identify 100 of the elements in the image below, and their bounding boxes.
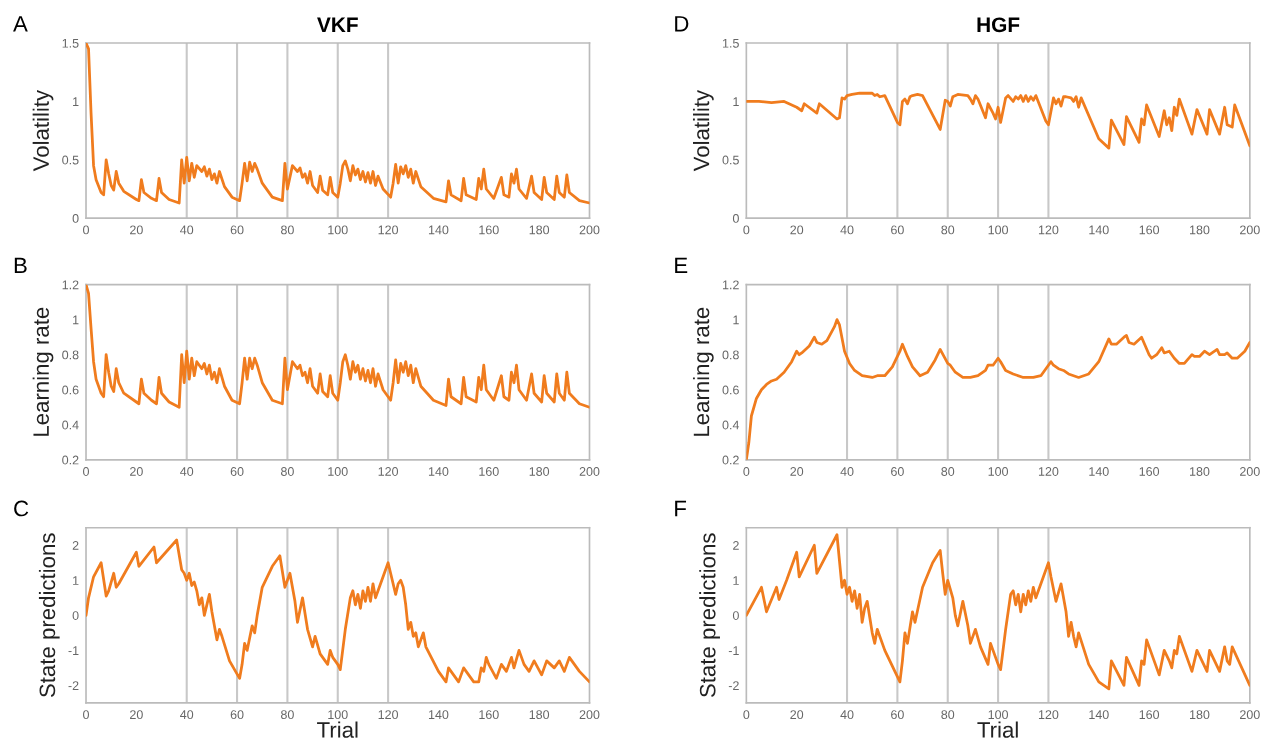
- y-axis-title: Learning rate: [32, 307, 54, 436]
- x-tick-label: 140: [428, 467, 449, 476]
- x-tick-label: 120: [1038, 225, 1059, 235]
- y-tick-label: 0: [732, 214, 739, 223]
- x-tick-label: 40: [180, 710, 194, 720]
- x-tick-label: 0: [83, 467, 90, 476]
- y-tick-label: 1: [73, 315, 79, 325]
- y-tick-label: 0.4: [722, 420, 740, 430]
- y-tick-label: 1: [733, 315, 739, 325]
- x-tick-label: 140: [1089, 225, 1109, 235]
- y-tick-label: 1.5: [62, 38, 79, 48]
- x-tick-label: 60: [230, 467, 244, 476]
- y-tick-label: -1: [68, 646, 79, 655]
- text: E: [675, 257, 688, 274]
- y-axis-title: Volatility: [32, 89, 54, 172]
- line-series: [86, 538, 590, 684]
- x-tick-label: 0: [743, 467, 750, 476]
- y-axis-title: State predictions: [38, 533, 60, 698]
- y-tick-label: 1.5: [722, 38, 739, 48]
- y-tick-label: -1: [728, 646, 739, 655]
- x-tick-label: 200: [1240, 467, 1260, 476]
- chart-title: HGF: [977, 17, 1020, 33]
- x-tick-label: 20: [790, 467, 804, 476]
- y-tick-label: 0.6: [722, 385, 739, 395]
- y-tick-label: 0.5: [62, 155, 79, 165]
- line-series: [746, 91, 1250, 150]
- x-tick-label: 160: [1139, 225, 1160, 235]
- y-axis-title: Volatility: [692, 89, 714, 172]
- x-tick-label: 100: [328, 225, 348, 235]
- x-tick-label: 200: [1240, 710, 1260, 720]
- x-tick-label: 160: [479, 225, 499, 235]
- y-axis-title: State predictions: [699, 533, 720, 698]
- x-tick-label: 180: [529, 710, 550, 720]
- y-tick-label: 0: [72, 611, 79, 620]
- x-tick-label: 60: [891, 710, 904, 720]
- x-tick-label: 200: [579, 710, 600, 720]
- text: B: [14, 257, 27, 274]
- x-tick-label: 100: [988, 467, 1009, 476]
- y-tick-label: 0.6: [62, 385, 79, 395]
- x-tick-label: 200: [1240, 225, 1260, 235]
- y-axis-title: Learning rate: [692, 307, 714, 436]
- x-tick-label: 40: [840, 467, 854, 476]
- x-tick-label: 120: [378, 225, 399, 235]
- x-tick-label: 100: [328, 710, 348, 720]
- x-tick-label: 40: [180, 467, 194, 476]
- y-tick-label: 1: [73, 576, 79, 585]
- x-tick-label: 140: [428, 710, 449, 720]
- x-tick-label: 0: [83, 225, 90, 235]
- y-tick-label: -2: [68, 681, 79, 690]
- y-tick-label: -2: [728, 681, 739, 690]
- x-tick-label: 80: [281, 710, 294, 720]
- y-tick-label: 2: [72, 541, 79, 550]
- x-tick-label: 180: [1190, 467, 1210, 476]
- x-tick-label: 40: [840, 710, 854, 720]
- x-tick-label: 60: [230, 225, 244, 235]
- x-tick-label: 160: [1139, 710, 1160, 720]
- x-tick-label: 80: [941, 710, 955, 720]
- y-tick-label: 1.2: [62, 280, 79, 290]
- x-tick-label: 20: [130, 225, 143, 235]
- x-tick-label: 100: [988, 710, 1009, 720]
- y-tick-label: 1: [733, 97, 739, 106]
- x-tick-label: 120: [378, 710, 399, 720]
- text: A: [13, 16, 28, 32]
- line-series: [746, 533, 1250, 691]
- x-tick-label: 180: [529, 467, 550, 476]
- y-tick-label: 0.8: [722, 350, 739, 360]
- x-tick-label: 120: [378, 467, 399, 476]
- x-tick-label: 160: [479, 467, 499, 476]
- x-tick-label: 200: [579, 225, 600, 235]
- chart-title: VKF: [317, 17, 358, 32]
- x-tick-label: 180: [529, 225, 550, 235]
- x-tick-label: 80: [281, 225, 294, 235]
- y-tick-label: 0.4: [62, 420, 79, 430]
- text: C: [14, 500, 29, 517]
- x-tick-label: 160: [1139, 467, 1160, 476]
- x-tick-label: 0: [83, 710, 90, 720]
- x-tick-label: 160: [479, 710, 499, 720]
- x-tick-label: 80: [281, 467, 294, 476]
- y-tick-label: 2: [733, 541, 739, 550]
- x-tick-label: 200: [579, 467, 600, 476]
- x-tick-label: 80: [941, 467, 955, 476]
- x-tick-label: 20: [130, 467, 143, 476]
- x-tick-label: 180: [1190, 225, 1210, 235]
- text: D: [675, 16, 689, 32]
- y-tick-label: 0: [732, 611, 739, 620]
- x-tick-label: 20: [790, 225, 804, 235]
- x-tick-label: 20: [790, 710, 804, 720]
- x-tick-label: 60: [891, 225, 904, 235]
- y-tick-label: 0.2: [62, 455, 79, 465]
- y-tick-label: 1: [733, 576, 739, 585]
- x-tick-label: 60: [891, 467, 904, 476]
- x-tick-label: 100: [328, 467, 348, 476]
- y-tick-label: 1: [73, 97, 79, 106]
- y-tick-label: 0: [72, 214, 79, 223]
- x-tick-label: 100: [988, 225, 1009, 235]
- x-tick-label: 140: [1089, 710, 1109, 720]
- x-tick-label: 120: [1038, 710, 1059, 720]
- x-tick-label: 140: [1089, 467, 1109, 476]
- y-tick-label: 0.2: [722, 455, 739, 465]
- y-tick-label: 1.2: [722, 280, 739, 290]
